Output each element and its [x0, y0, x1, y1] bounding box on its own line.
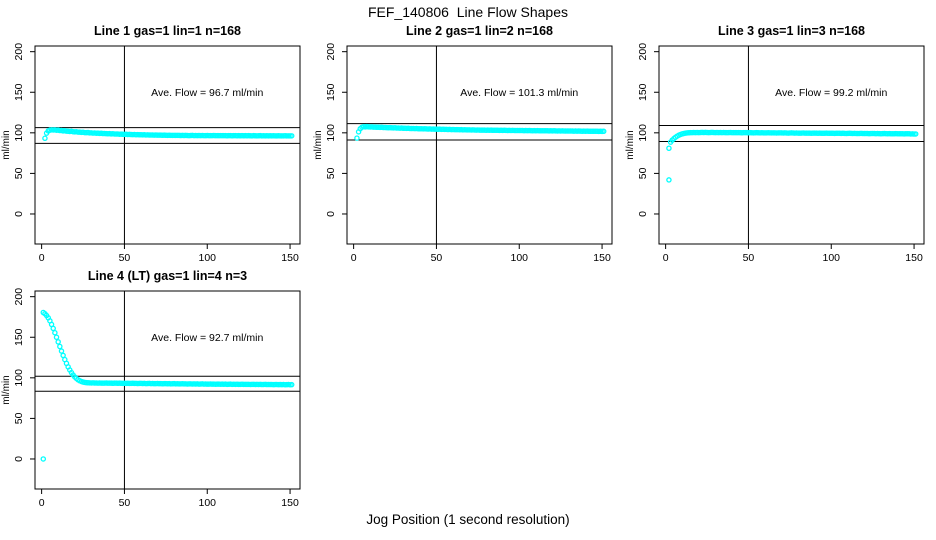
outlier-point: [666, 177, 672, 183]
x-tick-label: 100: [822, 252, 840, 264]
data-points: [42, 127, 295, 142]
data-points: [40, 309, 295, 462]
y-tick-label: 0: [13, 211, 25, 217]
ave-flow-annotation: Ave. Flow = 96.7 ml/min: [151, 87, 263, 99]
x-tick-label: 150: [281, 497, 299, 509]
y-tick-label: 0: [325, 211, 337, 217]
data-point: [912, 131, 919, 137]
plot-box: [658, 45, 925, 245]
panel-line-4-chart: Line 4 (LT) gas=1 lin=4 n=3 0 50 100 150 200 0…: [1, 269, 301, 509]
x-tick-label: 0: [39, 497, 45, 509]
panel-title: Line 2 gas=1 lin=2 n=168: [406, 24, 553, 38]
y-tick-label: 50: [13, 412, 25, 424]
panel-line-2-chart: Line 2 gas=1 lin=2 n=168 0 50 100 150 200 0 50 1…: [313, 24, 613, 264]
data-points: [354, 123, 607, 141]
x-tick-label: 0: [663, 252, 669, 264]
y-tick-label: 100: [325, 124, 337, 142]
y-tick-label: 50: [637, 167, 649, 179]
y-tick-label: 200: [13, 288, 25, 306]
y-axis-title: ml/min: [1, 375, 12, 404]
empty-panel-slot: [312, 265, 624, 510]
shared-x-axis-label: Jog Position (1 second resolution): [366, 512, 570, 527]
figure-main-title: FEF_140806 Line Flow Shapes: [367, 4, 568, 20]
panel-line-1-chart: Line 1 gas=1 lin=1 n=168 0 50 100 150 200 0 50 1…: [1, 24, 301, 264]
x-tick-label: 50: [743, 252, 755, 264]
panel-title: Line 3 gas=1 lin=3 n=168: [718, 24, 865, 38]
x-tick-label: 150: [281, 252, 299, 264]
panel-line-3-chart: Line 3 gas=1 lin=3 n=168 0 50 100 150 200 0 50 1…: [625, 24, 925, 264]
y-tick-label: 200: [13, 43, 25, 61]
x-tick-label: 0: [39, 252, 45, 264]
y-axis-title: ml/min: [313, 130, 324, 159]
x-tick-label: 100: [198, 497, 216, 509]
plot-box: [34, 45, 301, 245]
y-tick-label: 50: [325, 167, 337, 179]
y-tick-label: 100: [13, 369, 25, 387]
y-axis-title: ml/min: [625, 130, 636, 159]
x-tick-label: 50: [119, 497, 131, 509]
x-tick-label: 100: [510, 252, 528, 264]
x-tick-label: 150: [593, 252, 611, 264]
x-tick-label: 150: [905, 252, 923, 264]
data-point: [58, 348, 65, 354]
ave-flow-annotation: Ave. Flow = 101.3 ml/min: [460, 87, 578, 99]
data-point: [55, 339, 61, 345]
y-tick-label: 150: [325, 83, 337, 101]
ave-flow-annotation: Ave. Flow = 92.7 ml/min: [151, 332, 263, 344]
y-tick-label: 150: [13, 328, 25, 346]
data-points: [666, 129, 919, 183]
y-tick-label: 150: [13, 83, 25, 101]
y-tick-label: 200: [325, 43, 337, 61]
outlier-point: [40, 456, 47, 462]
y-tick-label: 100: [13, 124, 25, 142]
plot-box: [34, 290, 301, 490]
ave-flow-annotation: Ave. Flow = 99.2 ml/min: [775, 87, 887, 99]
x-tick-label: 50: [119, 252, 131, 264]
y-tick-label: 150: [637, 83, 649, 101]
data-point: [42, 135, 48, 142]
data-point: [288, 381, 295, 388]
data-point: [53, 334, 60, 341]
data-point: [600, 128, 607, 135]
x-tick-label: 50: [431, 252, 443, 264]
y-tick-label: 0: [637, 211, 649, 217]
outlier-point: [666, 145, 672, 152]
y-tick-label: 0: [13, 456, 25, 462]
data-point: [50, 325, 56, 332]
plot-box: [346, 45, 613, 245]
panel-title: Line 1 gas=1 lin=1 n=168: [94, 24, 241, 38]
y-tick-label: 200: [637, 43, 649, 61]
data-point: [288, 133, 295, 139]
x-tick-label: 0: [351, 252, 357, 264]
y-axis-title: ml/min: [1, 130, 12, 159]
panels-grid: Line 1 gas=1 lin=1 n=168 0 50 100 150 200 0 50 1…: [0, 20, 936, 510]
data-point: [354, 135, 360, 141]
x-tick-label: 100: [198, 252, 216, 264]
empty-panel-slot: [624, 265, 936, 510]
panel-title: Line 4 (LT) gas=1 lin=4 n=3: [88, 269, 247, 283]
y-tick-label: 100: [637, 124, 649, 142]
data-point: [57, 343, 63, 350]
data-point: [52, 329, 58, 336]
y-tick-label: 50: [13, 167, 25, 179]
